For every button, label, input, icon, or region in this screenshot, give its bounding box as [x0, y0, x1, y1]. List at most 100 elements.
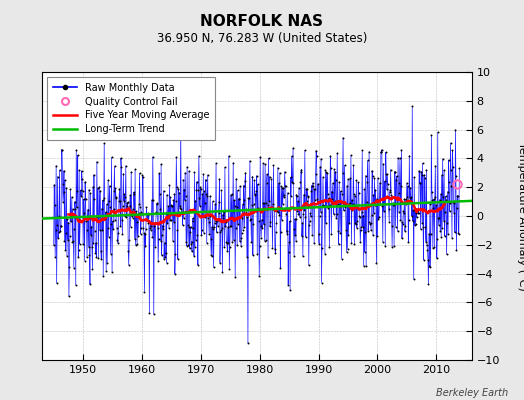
Point [178, 209, 187, 215]
Point [204, 215, 212, 222]
Point [60, 238, 69, 244]
Point [241, 178, 249, 184]
Point [94, 254, 103, 261]
Point [84, 244, 93, 250]
Point [170, 191, 179, 197]
Point [440, 218, 448, 224]
Point [425, 230, 433, 237]
Point [89, 184, 97, 190]
Point [138, 172, 147, 178]
Y-axis label: Temperature Anomaly (°C): Temperature Anomaly (°C) [517, 142, 524, 290]
Point [263, 180, 271, 186]
Point [300, 207, 309, 213]
Point [365, 148, 373, 155]
Point [246, 158, 254, 164]
Point [88, 266, 96, 272]
Point [90, 196, 99, 202]
Point [143, 210, 151, 217]
Point [317, 156, 325, 162]
Point [427, 231, 435, 237]
Point [266, 219, 275, 226]
Point [382, 171, 390, 178]
Point [237, 230, 246, 237]
Point [265, 173, 274, 180]
Point [268, 204, 276, 210]
Point [249, 252, 257, 258]
Point [367, 227, 375, 234]
Point [442, 197, 450, 203]
Point [348, 207, 357, 214]
Point [445, 179, 453, 185]
Point [297, 166, 305, 173]
Point [144, 220, 152, 226]
Point [73, 188, 81, 194]
Point [279, 194, 288, 200]
Point [313, 199, 322, 205]
Point [54, 235, 62, 241]
Point [128, 214, 137, 221]
Point [188, 248, 196, 255]
Point [200, 230, 208, 236]
Point [376, 180, 384, 186]
Point [389, 199, 397, 206]
Point [244, 340, 252, 346]
Point [441, 193, 450, 200]
Point [279, 200, 287, 207]
Point [83, 214, 92, 220]
Point [74, 247, 83, 253]
Point [173, 227, 181, 233]
Point [214, 222, 222, 229]
Point [189, 224, 198, 231]
Point [288, 179, 296, 186]
Point [222, 239, 231, 245]
Point [165, 203, 173, 210]
Point [405, 152, 413, 159]
Point [245, 207, 253, 213]
Point [413, 207, 422, 214]
Point [446, 200, 454, 206]
Point [287, 153, 296, 159]
Point [60, 168, 68, 174]
Point [188, 218, 196, 224]
Point [365, 201, 374, 207]
Point [339, 134, 347, 141]
Point [181, 192, 190, 199]
Point [283, 190, 292, 196]
Point [105, 198, 113, 204]
Point [351, 192, 359, 199]
Point [325, 195, 333, 202]
Point [127, 213, 136, 219]
Point [117, 155, 125, 162]
Point [289, 145, 297, 151]
Point [183, 222, 192, 228]
Point [282, 211, 290, 217]
Point [80, 258, 89, 264]
Point [394, 154, 402, 161]
Point [109, 226, 117, 232]
Point [248, 202, 256, 208]
Point [318, 245, 326, 251]
Point [386, 189, 394, 195]
Point [238, 214, 246, 221]
Point [114, 240, 122, 246]
Point [338, 191, 346, 197]
Point [264, 155, 272, 162]
Point [80, 210, 89, 216]
Point [231, 203, 239, 209]
Point [404, 238, 412, 245]
Point [412, 210, 420, 216]
Point [110, 206, 118, 212]
Point [417, 168, 425, 175]
Point [210, 224, 219, 230]
Point [425, 201, 434, 207]
Point [188, 238, 196, 245]
Point [395, 180, 403, 186]
Point [205, 231, 213, 238]
Point [201, 200, 209, 206]
Point [335, 178, 343, 185]
Point [315, 240, 323, 247]
Point [390, 243, 398, 250]
Point [332, 177, 340, 183]
Point [436, 191, 445, 197]
Point [430, 244, 439, 250]
